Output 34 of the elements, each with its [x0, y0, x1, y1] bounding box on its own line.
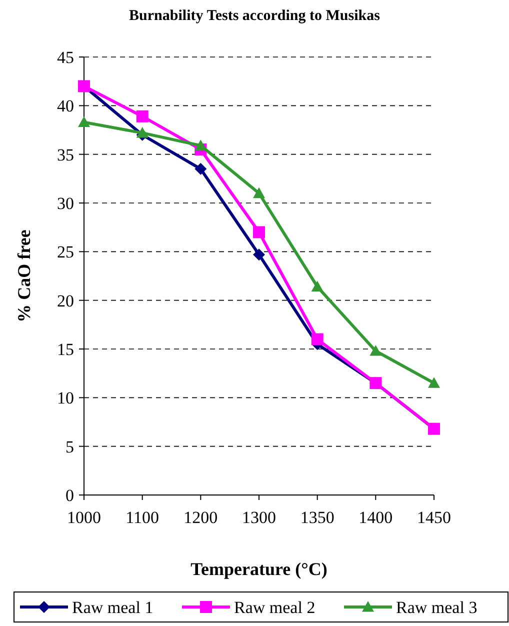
point [136, 110, 148, 122]
legend-label: Raw meal 1 [72, 598, 154, 617]
y-tick-label: 30 [57, 194, 74, 213]
point [311, 280, 324, 292]
point [253, 248, 265, 261]
y-tick-label: 20 [57, 291, 74, 310]
y-tick-label: 45 [57, 48, 74, 67]
chart-title: Burnability Tests according to Musikas [129, 8, 380, 24]
y-tick-label: 10 [57, 388, 74, 408]
y-tick-label: 25 [57, 242, 74, 262]
point [370, 344, 382, 356]
legend-label: Raw meal 3 [396, 598, 478, 617]
x-tick-label: 1450 [417, 508, 451, 527]
x-tick-label: 1350 [300, 508, 334, 527]
point [428, 377, 440, 388]
legend-label: Raw meal 2 [234, 598, 316, 617]
y-tick-label: 35 [57, 145, 74, 164]
x-tick-label: 1200 [184, 508, 218, 527]
x-tick-label: 1000 [67, 508, 101, 527]
y-tick-label: 0 [66, 486, 74, 505]
x-tick-label: 1400 [358, 508, 393, 527]
x-tick-label: 1100 [126, 508, 160, 527]
point [78, 116, 90, 128]
point [311, 333, 324, 346]
y-tick-label: 5 [66, 437, 74, 456]
point [253, 226, 265, 238]
x-axis-title: Temperature (°C) [190, 559, 328, 579]
point [136, 126, 148, 138]
y-tick-label: 40 [57, 96, 74, 116]
y-tick-label: 15 [57, 340, 74, 359]
point [253, 187, 265, 198]
point [194, 162, 207, 175]
y-axis-title: % CaO free [14, 230, 34, 322]
x-tick-label: 1300 [242, 508, 276, 527]
